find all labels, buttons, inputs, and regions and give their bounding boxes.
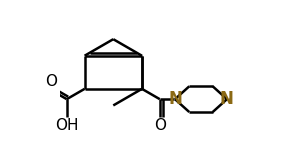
Text: N: N <box>220 90 234 108</box>
Text: O: O <box>154 118 166 133</box>
Text: O: O <box>45 74 57 89</box>
Text: OH: OH <box>55 118 79 133</box>
Text: N: N <box>168 90 182 108</box>
